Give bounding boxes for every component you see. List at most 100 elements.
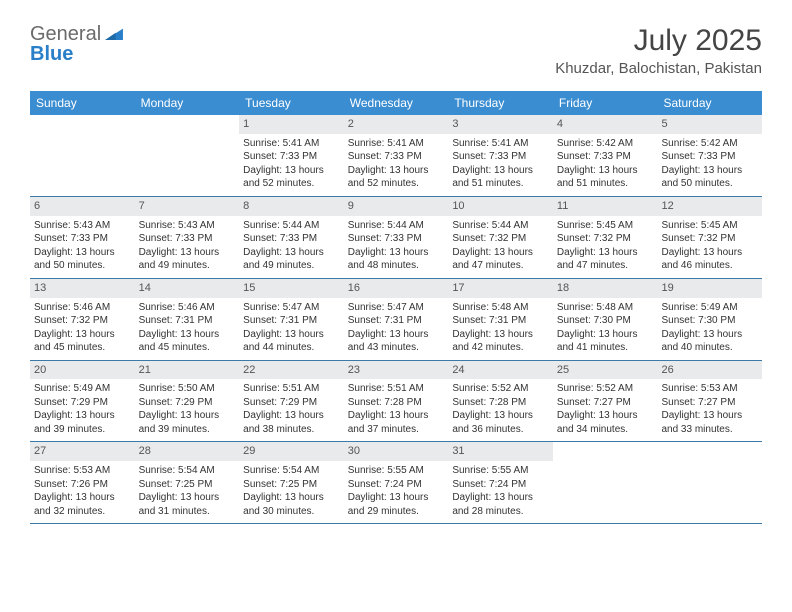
day-header-sunday: Sunday	[30, 91, 135, 115]
sunrise-text: Sunrise: 5:44 AM	[243, 219, 340, 233]
sunset-text: Sunset: 7:33 PM	[243, 232, 340, 246]
day-cell: 2Sunrise: 5:41 AMSunset: 7:33 PMDaylight…	[344, 115, 449, 196]
daylight-text: Daylight: 13 hours and 47 minutes.	[557, 246, 654, 273]
day-number: 5	[657, 115, 762, 134]
day-number: 7	[135, 197, 240, 216]
day-cell: 10 Sunrise: 5:44 AMSunset: 7:32 PMDayligh…	[448, 197, 553, 278]
week-row: 27Sunrise: 5:53 AMSunset: 7:26 PMDayligh…	[30, 442, 762, 524]
daylight-text: Daylight: 13 hours and 47 minutes.	[452, 246, 549, 273]
day-cell: 24Sunrise: 5:52 AMSunset: 7:28 PMDayligh…	[448, 361, 553, 442]
logo-text-1: General	[30, 23, 101, 45]
day-cell: 25Sunrise: 5:52 AMSunset: 7:27 PMDayligh…	[553, 361, 658, 442]
day-header-monday: Monday	[135, 91, 240, 115]
sunrise-text: Sunrise: 5:46 AM	[139, 301, 236, 315]
sunrise-text: Sunrise: 5:51 AM	[348, 382, 445, 396]
sunset-text: Sunset: 7:32 PM	[557, 232, 654, 246]
day-cell: 14Sunrise: 5:46 AMSunset: 7:31 PMDayligh…	[135, 279, 240, 360]
sunrise-text: Sunrise: 5:54 AM	[243, 464, 340, 478]
day-header-saturday: Saturday	[657, 91, 762, 115]
sunset-text: Sunset: 7:24 PM	[452, 478, 549, 492]
sunrise-text: Sunrise: 5:54 AM	[139, 464, 236, 478]
day-number: 9	[344, 197, 449, 216]
day-cell: 5 Sunrise: 5:42 AMSunset: 7:33 PMDaylight…	[657, 115, 762, 196]
daylight-text: Daylight: 13 hours and 39 minutes.	[139, 409, 236, 436]
daylight-text: Daylight: 13 hours and 41 minutes.	[557, 328, 654, 355]
day-cell: 6Sunrise: 5:43 AMSunset: 7:33 PMDaylight…	[30, 197, 135, 278]
sunset-text: Sunset: 7:32 PM	[452, 232, 549, 246]
day-number: 2	[344, 115, 449, 134]
day-cell: 3Sunrise: 5:41 AMSunset: 7:33 PMDaylight…	[448, 115, 553, 196]
day-cell: 28Sunrise: 5:54 AMSunset: 7:25 PMDayligh…	[135, 442, 240, 523]
day-number: 4	[553, 115, 658, 134]
sunset-text: Sunset: 7:29 PM	[139, 396, 236, 410]
month-title: July 2025	[555, 24, 762, 58]
daylight-text: Daylight: 13 hours and 48 minutes.	[348, 246, 445, 273]
day-cell: 18Sunrise: 5:48 AMSunset: 7:30 PMDayligh…	[553, 279, 658, 360]
day-cell: 15Sunrise: 5:47 AMSunset: 7:31 PMDayligh…	[239, 279, 344, 360]
day-number: 21	[135, 361, 240, 380]
sunset-text: Sunset: 7:31 PM	[139, 314, 236, 328]
day-number: 3	[448, 115, 553, 134]
sunset-text: Sunset: 7:31 PM	[452, 314, 549, 328]
daylight-text: Daylight: 13 hours and 52 minutes.	[243, 164, 340, 191]
daylight-text: Daylight: 13 hours and 50 minutes.	[661, 164, 758, 191]
sunset-text: Sunset: 7:28 PM	[452, 396, 549, 410]
daylight-text: Daylight: 13 hours and 34 minutes.	[557, 409, 654, 436]
sunset-text: Sunset: 7:33 PM	[243, 150, 340, 164]
day-number: 14	[135, 279, 240, 298]
day-header-tuesday: Tuesday	[239, 91, 344, 115]
daylight-text: Daylight: 13 hours and 44 minutes.	[243, 328, 340, 355]
daylight-text: Daylight: 13 hours and 40 minutes.	[661, 328, 758, 355]
sunrise-text: Sunrise: 5:48 AM	[557, 301, 654, 315]
day-cell: 17Sunrise: 5:48 AMSunset: 7:31 PMDayligh…	[448, 279, 553, 360]
sunset-text: Sunset: 7:24 PM	[348, 478, 445, 492]
logo-triangle-icon	[104, 24, 124, 44]
sunrise-text: Sunrise: 5:52 AM	[452, 382, 549, 396]
day-number: 12	[657, 197, 762, 216]
empty-cell: .	[135, 115, 240, 196]
sunrise-text: Sunrise: 5:47 AM	[243, 301, 340, 315]
empty-cell: .	[30, 115, 135, 196]
daylight-text: Daylight: 13 hours and 33 minutes.	[661, 409, 758, 436]
day-cell: 7Sunrise: 5:43 AMSunset: 7:33 PMDaylight…	[135, 197, 240, 278]
sunrise-text: Sunrise: 5:52 AM	[557, 382, 654, 396]
sunrise-text: Sunrise: 5:53 AM	[661, 382, 758, 396]
sunrise-text: Sunrise: 5:41 AM	[348, 137, 445, 151]
sunrise-text: Sunrise: 5:42 AM	[661, 137, 758, 151]
daylight-text: Daylight: 13 hours and 43 minutes.	[348, 328, 445, 355]
day-number: 31	[448, 442, 553, 461]
sunset-text: Sunset: 7:27 PM	[557, 396, 654, 410]
sunset-text: Sunset: 7:33 PM	[661, 150, 758, 164]
calendar: SundayMondayTuesdayWednesdayThursdayFrid…	[30, 91, 762, 524]
sunrise-text: Sunrise: 5:43 AM	[34, 219, 131, 233]
sunrise-text: Sunrise: 5:44 AM	[452, 219, 549, 233]
day-number: 26	[657, 361, 762, 380]
day-number: 23	[344, 361, 449, 380]
sunrise-text: Sunrise: 5:41 AM	[243, 137, 340, 151]
sunrise-text: Sunrise: 5:51 AM	[243, 382, 340, 396]
day-number: 27	[30, 442, 135, 461]
daylight-text: Daylight: 13 hours and 46 minutes.	[661, 246, 758, 273]
sunset-text: Sunset: 7:33 PM	[139, 232, 236, 246]
day-cell: 22Sunrise: 5:51 AMSunset: 7:29 PMDayligh…	[239, 361, 344, 442]
sunrise-text: Sunrise: 5:55 AM	[452, 464, 549, 478]
day-number: 10	[448, 197, 553, 216]
week-row: 20Sunrise: 5:49 AMSunset: 7:29 PMDayligh…	[30, 361, 762, 443]
day-header-friday: Friday	[553, 91, 658, 115]
sunrise-text: Sunrise: 5:55 AM	[348, 464, 445, 478]
day-cell: 8Sunrise: 5:44 AMSunset: 7:33 PMDaylight…	[239, 197, 344, 278]
week-row: ..1Sunrise: 5:41 AMSunset: 7:33 PMDaylig…	[30, 115, 762, 197]
day-number: 17	[448, 279, 553, 298]
sunset-text: Sunset: 7:33 PM	[557, 150, 654, 164]
sunset-text: Sunset: 7:29 PM	[34, 396, 131, 410]
day-cell: 11Sunrise: 5:45 AMSunset: 7:32 PMDayligh…	[553, 197, 658, 278]
sunrise-text: Sunrise: 5:48 AM	[452, 301, 549, 315]
day-cell: 16Sunrise: 5:47 AMSunset: 7:31 PMDayligh…	[344, 279, 449, 360]
sunset-text: Sunset: 7:27 PM	[661, 396, 758, 410]
sunset-text: Sunset: 7:29 PM	[243, 396, 340, 410]
daylight-text: Daylight: 13 hours and 30 minutes.	[243, 491, 340, 518]
day-cell: 4Sunrise: 5:42 AMSunset: 7:33 PMDaylight…	[553, 115, 658, 196]
day-cell: 26 Sunrise: 5:53 AMSunset: 7:27 PMDayligh…	[657, 361, 762, 442]
sunrise-text: Sunrise: 5:47 AM	[348, 301, 445, 315]
day-number: 22	[239, 361, 344, 380]
